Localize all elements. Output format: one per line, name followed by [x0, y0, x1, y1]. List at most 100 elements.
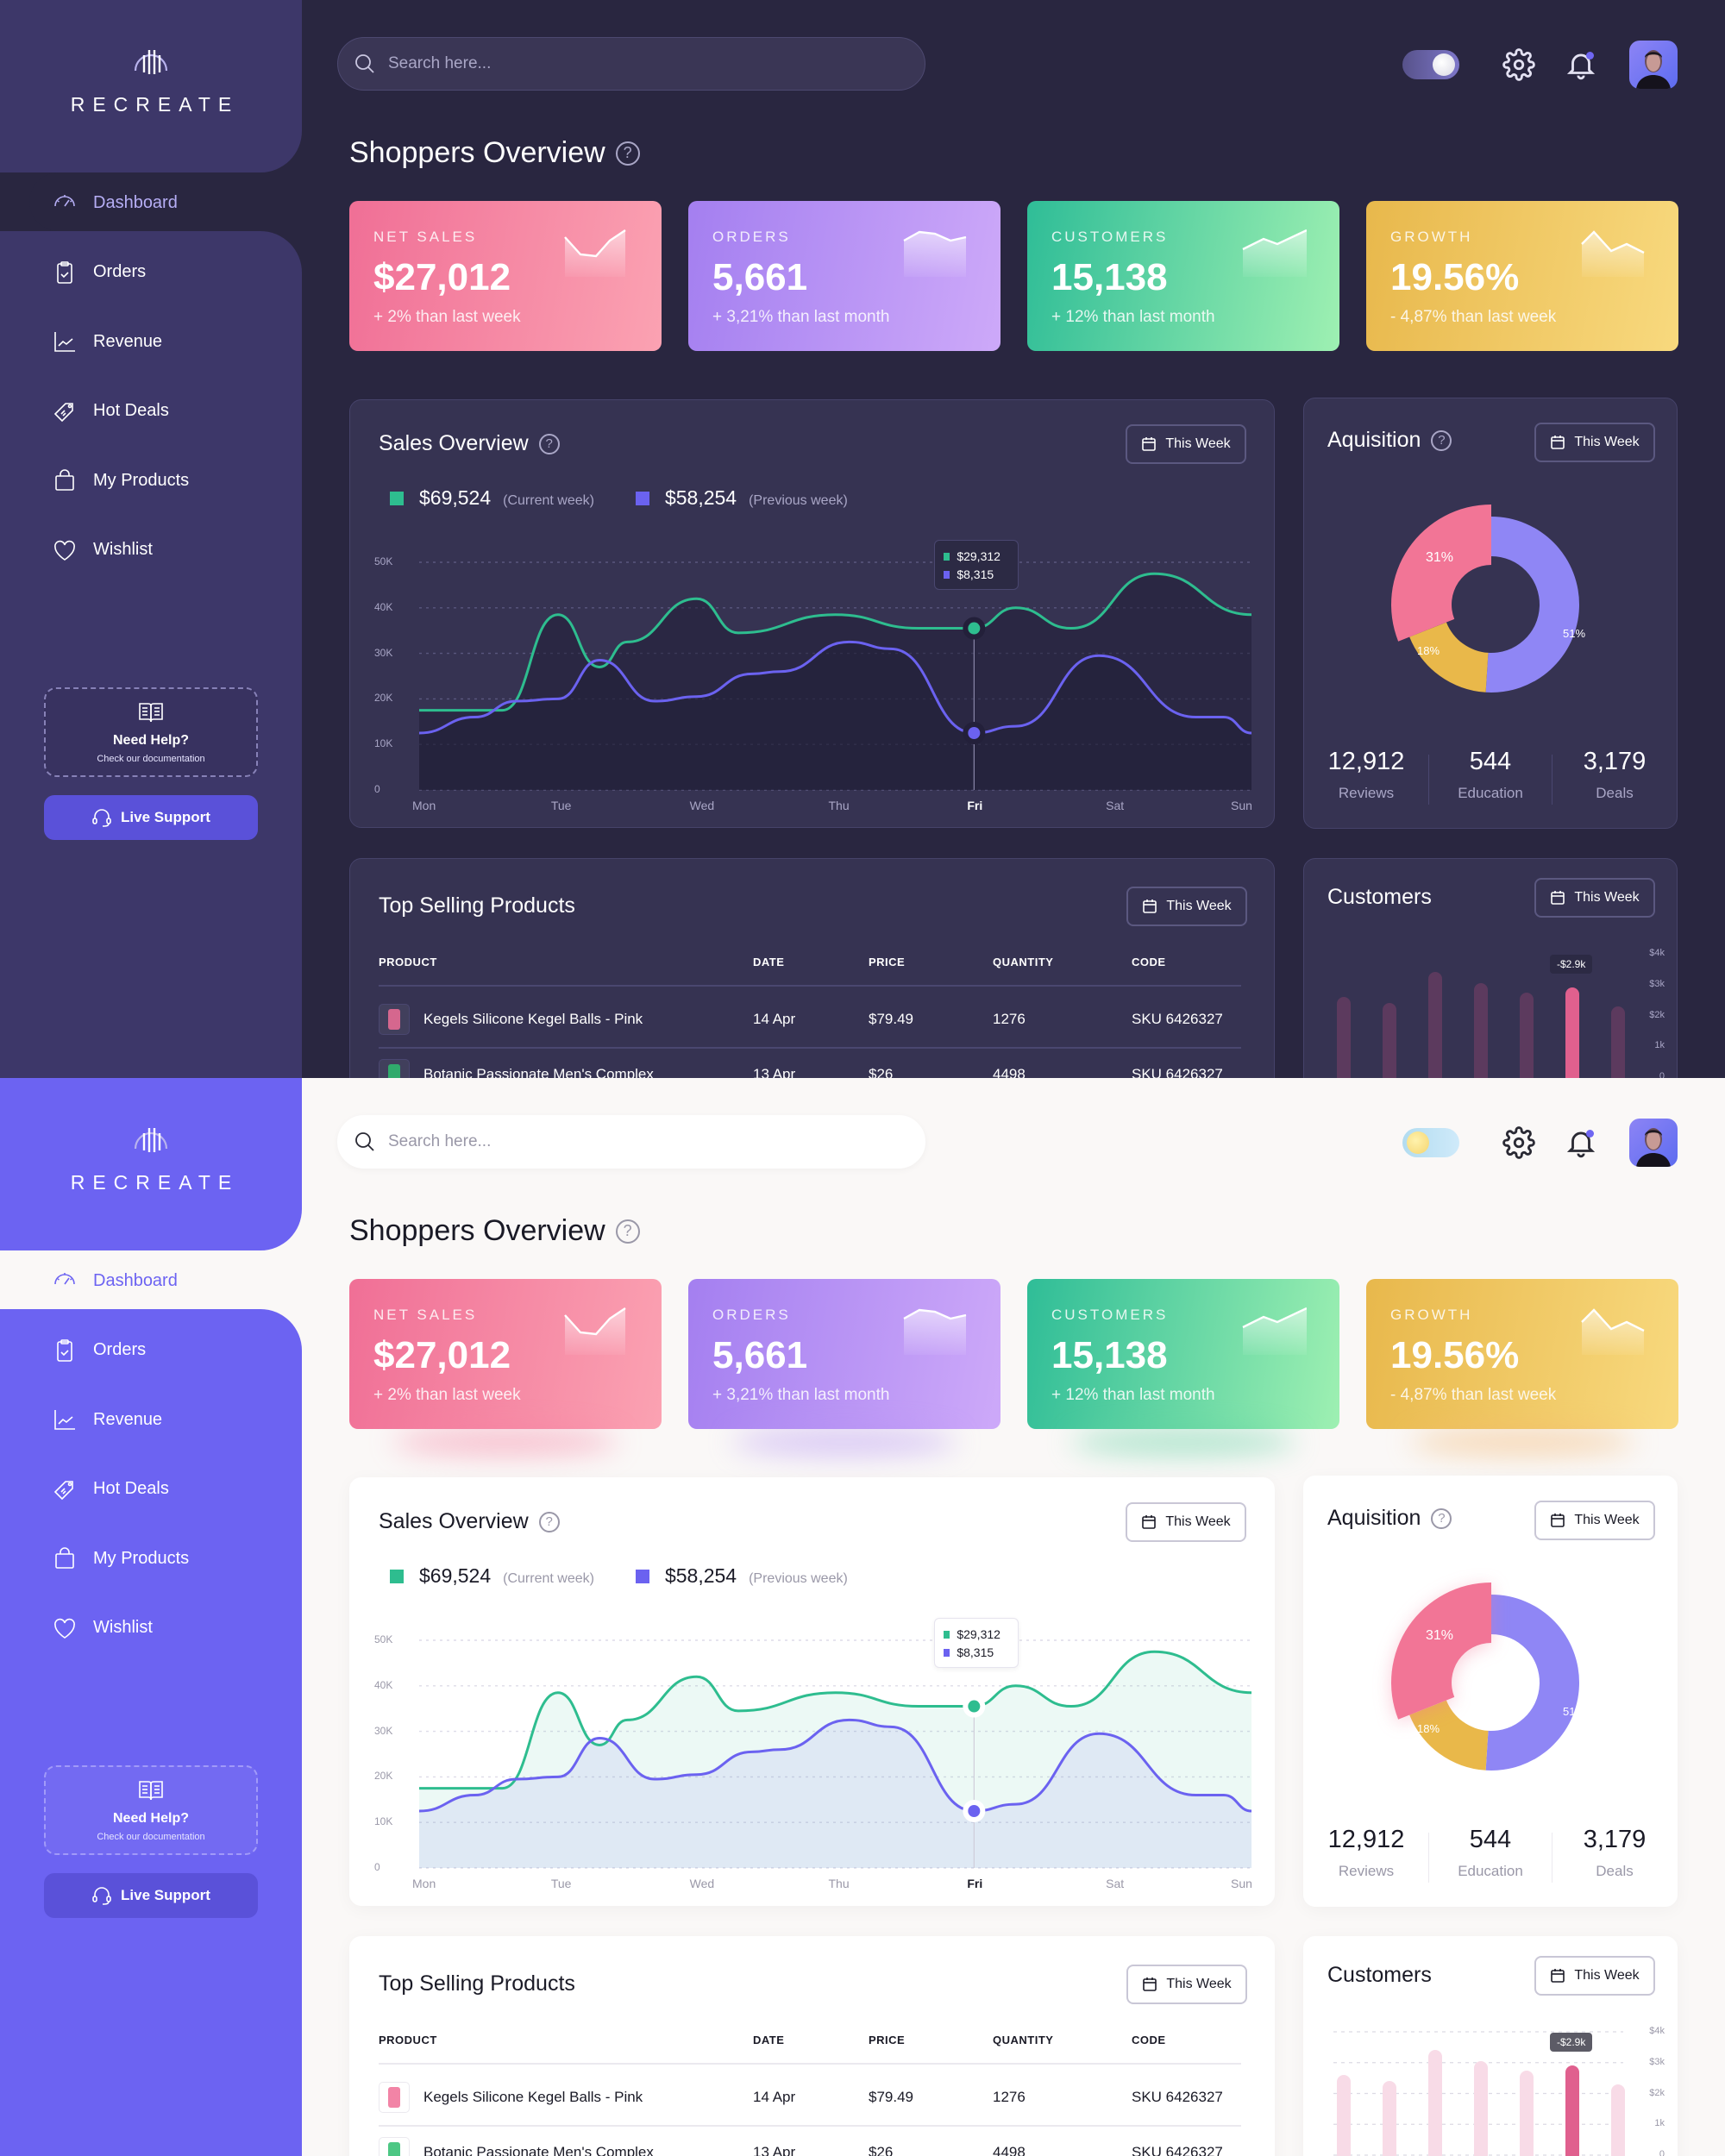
acquisition-period-button[interactable]: This Week	[1534, 423, 1655, 462]
y-axis-tick: 1k	[1654, 1040, 1665, 1051]
cell-product[interactable]: Kegels Silicone Kegel Balls - Pink	[423, 1011, 643, 1027]
help-circle-icon[interactable]: ?	[615, 1219, 640, 1244]
col-date[interactable]: DATE	[753, 956, 785, 968]
sidebar-item-dashboard[interactable]: Dashboard	[52, 1263, 178, 1298]
y-axis-tick: 1k	[1654, 2118, 1665, 2129]
brand-logo[interactable]: RECREATE	[0, 43, 302, 116]
live-support-button[interactable]: Live Support	[44, 795, 258, 840]
bar[interactable]	[1428, 2050, 1442, 2156]
bar[interactable]	[1474, 2060, 1488, 2156]
table-row[interactable]: Botanic Passionate Men's Complex 13 Apr …	[379, 1047, 1241, 1078]
help-circle-icon[interactable]: ?	[1431, 429, 1452, 451]
stat-card-customers[interactable]: CUSTOMERS 15,138 + 12% than last month	[1027, 1279, 1339, 1429]
page-title: Shoppers Overview ?	[349, 136, 640, 170]
bar[interactable]	[1474, 982, 1488, 1078]
acquisition-period-button[interactable]: This Week	[1534, 1501, 1655, 1540]
bar-highlighted[interactable]	[1565, 2065, 1579, 2156]
sidebar-item-revenue[interactable]: Revenue	[52, 1402, 162, 1437]
cell-product[interactable]: Botanic Passionate Men's Complex	[423, 2144, 654, 2156]
products-period-button[interactable]: This Week	[1126, 887, 1247, 926]
stat-card-growth[interactable]: GROWTH 19.56% - 4,87% than last week	[1366, 201, 1678, 351]
y-axis-tick: 20K	[374, 692, 393, 705]
theme-toggle[interactable]	[1402, 50, 1459, 79]
cell-product[interactable]: Botanic Passionate Men's Complex	[423, 1066, 654, 1078]
bar[interactable]	[1428, 972, 1442, 1078]
sales-period-button[interactable]: This Week	[1126, 1502, 1246, 1542]
stat-card-net-sales[interactable]: NET SALES $27,012 + 2% than last week	[349, 201, 662, 351]
help-circle-icon[interactable]: ?	[538, 1511, 560, 1532]
sidebar-item-my-products[interactable]: My Products	[52, 1541, 189, 1576]
acquisition-panel: Aquisition ? This Week 51% 18% 31% 12,912 …	[1303, 1476, 1678, 1907]
help-circle-icon[interactable]: ?	[615, 141, 640, 166]
help-circle-icon[interactable]: ?	[1431, 1507, 1452, 1529]
stat-card-customers[interactable]: CUSTOMERS 15,138 + 12% than last month	[1027, 201, 1339, 351]
notifications-button[interactable]	[1565, 1126, 1597, 1159]
x-axis-tick: Fri	[967, 799, 983, 812]
sidebar-item-my-products[interactable]: My Products	[52, 463, 189, 498]
bar[interactable]	[1611, 2084, 1625, 2156]
brand-logo[interactable]: RECREATE	[0, 1121, 302, 1194]
search-bar[interactable]	[337, 37, 925, 91]
help-card[interactable]: Need Help? Check our documentation	[44, 687, 258, 777]
col-date[interactable]: DATE	[753, 2034, 785, 2046]
sidebar-item-orders[interactable]: Orders	[52, 255, 146, 290]
bar[interactable]	[1337, 997, 1351, 1078]
bar[interactable]	[1337, 2075, 1351, 2156]
sidebar-item-dashboard[interactable]: Dashboard	[52, 185, 178, 220]
table-row[interactable]: Kegels Silicone Kegel Balls - Pink 14 Ap…	[379, 2070, 1241, 2122]
search-input[interactable]	[388, 54, 871, 73]
acq-stat-label: Reviews	[1338, 785, 1395, 801]
stat-card-orders[interactable]: ORDERS 5,661 + 3,21% than last month	[688, 201, 1000, 351]
live-support-button[interactable]: Live Support	[44, 1873, 258, 1918]
avatar[interactable]	[1629, 41, 1678, 89]
help-subtitle[interactable]: Check our documentation	[97, 1832, 205, 1842]
col-price[interactable]: PRICE	[869, 2034, 906, 2046]
theme-toggle[interactable]	[1402, 1128, 1459, 1157]
help-subtitle[interactable]: Check our documentation	[97, 754, 205, 764]
products-period-button[interactable]: This Week	[1126, 1965, 1247, 2004]
sidebar-item-orders[interactable]: Orders	[52, 1333, 146, 1368]
customers-title: Customers	[1327, 885, 1432, 909]
product-thumbnail	[379, 2082, 410, 2113]
col-quantity[interactable]: QUANTITY	[993, 956, 1054, 968]
table-row[interactable]: Kegels Silicone Kegel Balls - Pink 14 Ap…	[379, 992, 1241, 1044]
help-circle-icon[interactable]: ?	[538, 433, 560, 454]
sidebar-item-wishlist[interactable]: Wishlist	[52, 533, 153, 567]
col-code[interactable]: CODE	[1132, 956, 1166, 968]
col-quantity[interactable]: QUANTITY	[993, 2034, 1054, 2046]
bar[interactable]	[1383, 2081, 1396, 2156]
search-bar[interactable]	[337, 1115, 925, 1169]
settings-button[interactable]	[1502, 1126, 1535, 1159]
col-price[interactable]: PRICE	[869, 956, 906, 968]
avatar[interactable]	[1629, 1119, 1678, 1167]
sidebar-item-hot-deals[interactable]: Hot Deals	[52, 1472, 169, 1507]
customers-period-button[interactable]: This Week	[1534, 878, 1655, 918]
bar[interactable]	[1520, 2070, 1534, 2156]
sidebar-nav-area	[0, 1309, 302, 2156]
customers-period-button[interactable]: This Week	[1534, 1956, 1655, 1996]
stat-card-net-sales[interactable]: NET SALES $27,012 + 2% than last week	[349, 1279, 662, 1429]
bar[interactable]	[1520, 992, 1534, 1078]
sidebar-item-wishlist[interactable]: Wishlist	[52, 1611, 153, 1645]
stat-card-orders[interactable]: ORDERS 5,661 + 3,21% than last month	[688, 1279, 1000, 1429]
bar[interactable]	[1611, 1006, 1625, 1078]
sparkline-icon	[1242, 1307, 1307, 1355]
bar[interactable]	[1383, 1003, 1396, 1078]
stat-card-growth[interactable]: GROWTH 19.56% - 4,87% than last week	[1366, 1279, 1678, 1429]
table-row[interactable]: Botanic Passionate Men's Complex 13 Apr …	[379, 2125, 1241, 2156]
col-product[interactable]: PRODUCT	[379, 956, 437, 968]
settings-button[interactable]	[1502, 48, 1535, 81]
notifications-button[interactable]	[1565, 48, 1597, 81]
cell-product[interactable]: Kegels Silicone Kegel Balls - Pink	[423, 2089, 643, 2105]
col-code[interactable]: CODE	[1132, 2034, 1166, 2046]
sidebar-item-revenue[interactable]: Revenue	[52, 324, 162, 359]
sidebar-item-hot-deals[interactable]: Hot Deals	[52, 394, 169, 429]
divider	[379, 2063, 1241, 2065]
sidebar-item-label: Revenue	[93, 1409, 163, 1429]
y-axis-tick: 0	[1659, 1071, 1665, 1078]
sales-period-button[interactable]: This Week	[1126, 424, 1246, 464]
search-input[interactable]	[388, 1132, 871, 1151]
bar-highlighted[interactable]	[1565, 987, 1579, 1078]
col-product[interactable]: PRODUCT	[379, 2034, 437, 2046]
help-card[interactable]: Need Help? Check our documentation	[44, 1765, 258, 1855]
